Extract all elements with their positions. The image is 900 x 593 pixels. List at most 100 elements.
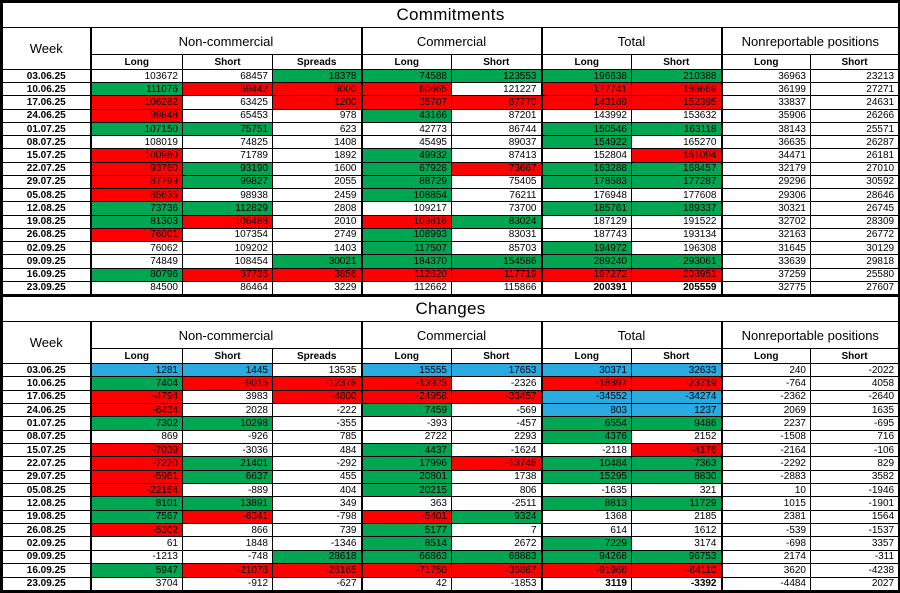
data-cell: 89037: [451, 135, 542, 150]
data-cell: 96753: [631, 549, 722, 565]
column-header: Long: [360, 54, 452, 70]
data-cell: 29306: [720, 188, 811, 203]
data-cell: 74588: [360, 68, 452, 84]
data-cell: 63425: [182, 95, 273, 110]
data-cell: -2640: [809, 389, 900, 405]
data-cell: -1853: [451, 576, 542, 591]
column-header: Long: [540, 348, 632, 364]
data-cell: 117719: [451, 267, 542, 282]
data-cell: 2808: [272, 201, 362, 216]
data-cell: 806: [451, 483, 542, 498]
data-cell: 108993: [360, 227, 452, 243]
commitments-section: Commitments Week Non-commercial Commercial T…: [1, 2, 900, 296]
data-cell: 3983: [182, 389, 273, 405]
data-cell: 23213: [809, 68, 900, 84]
data-cell: 30021: [272, 254, 362, 269]
table-row: 16.09.25 80796 87736 3856 112620 117719 197272…: [2, 267, 900, 282]
data-cell: 10298: [182, 416, 273, 431]
data-cell: 978: [272, 108, 362, 123]
data-cell: 1445: [182, 362, 273, 378]
group-header-commercial: Commercial: [360, 27, 542, 55]
data-cell: 2152: [631, 429, 722, 445]
data-cell: -2362: [720, 389, 811, 405]
data-cell: 10: [720, 483, 811, 498]
group-header-total: Total: [540, 321, 722, 349]
title-row: Commitments: [1, 2, 900, 28]
data-cell: 363: [360, 496, 452, 511]
data-cell: 2672: [451, 536, 542, 551]
data-cell: -3036: [182, 443, 273, 458]
data-cell: 123553: [451, 68, 542, 84]
data-cell: 2027: [809, 576, 900, 591]
data-cell: 32633: [631, 362, 722, 378]
data-cell: 10484: [540, 456, 632, 471]
data-cell: -84110: [631, 563, 722, 578]
data-cell: -2292: [720, 456, 811, 471]
data-cell: 1612: [631, 523, 722, 538]
table-row: 22.07.25 93760 93190 1600 67928 73667 163288 16…: [2, 161, 900, 176]
data-cell: 6637: [182, 469, 273, 485]
data-cell: -26165: [272, 563, 362, 578]
table-row: 12.08.25 73736 112829 2808 109217 73700 185761…: [2, 201, 900, 216]
data-cell: -2118: [540, 443, 632, 458]
data-cell: 152395: [631, 95, 722, 110]
data-cell: 2722: [360, 429, 452, 445]
data-cell: 21401: [182, 456, 273, 471]
data-cell: -18897: [540, 376, 632, 391]
data-cell: -1624: [451, 443, 542, 458]
table-row: 29.07.25 87799 99827 2055 88729 75405 178583 17…: [2, 174, 900, 190]
data-cell: 829: [809, 456, 900, 471]
data-cell: 2237: [720, 416, 811, 431]
data-cell: 205559: [631, 280, 722, 296]
data-cell: 38143: [720, 121, 811, 137]
data-cell: -4484: [720, 576, 811, 591]
table-row: 23.09.25 3704 -912 -627 42 -1853 3119 -3392 -448…: [2, 576, 900, 591]
data-cell: 3357: [809, 536, 900, 551]
data-cell: -13746: [451, 456, 542, 471]
data-cell: 93760: [89, 161, 183, 176]
data-cell: 163288: [540, 161, 632, 176]
data-cell: 76001: [89, 227, 183, 243]
data-cell: -1537: [809, 523, 900, 538]
data-cell: 76211: [451, 188, 542, 203]
data-cell: 785: [272, 429, 362, 445]
week-cell: 19.08.25: [2, 214, 91, 229]
data-cell: 27271: [809, 82, 900, 97]
data-cell: 27010: [809, 161, 900, 176]
data-cell: 7567: [89, 509, 183, 525]
data-cell: 2381: [720, 509, 811, 525]
data-cell: 3174: [631, 536, 722, 551]
week-cell: 23.09.25: [2, 576, 91, 591]
data-cell: 25571: [809, 121, 900, 137]
table-row: 17.06.25 106282 63425 1200 35707 87770 143189 1…: [2, 95, 900, 110]
data-cell: 13891: [182, 496, 273, 511]
data-cell: 86744: [451, 121, 542, 137]
data-cell: 184370: [360, 254, 452, 269]
data-cell: 26181: [809, 148, 900, 163]
data-cell: 76062: [89, 241, 183, 256]
table-row: 24.06.25 -6434 2028 -222 7459 -569 803 1237 2069…: [2, 403, 900, 418]
data-cell: -627: [272, 576, 362, 591]
data-cell: 3119: [540, 576, 632, 591]
data-cell: 1403: [272, 241, 362, 256]
data-cell: 45495: [360, 135, 452, 150]
data-cell: 4437: [360, 443, 452, 458]
data-cell: -91968: [540, 563, 632, 578]
column-header: Short: [182, 348, 273, 364]
column-header: Short: [451, 54, 542, 70]
data-cell: -222: [272, 403, 362, 418]
data-cell: 4376: [540, 429, 632, 445]
column-header: Long: [360, 348, 452, 364]
data-cell: 107150: [89, 121, 183, 137]
data-cell: 18378: [272, 68, 362, 84]
data-cell: 87799: [89, 174, 183, 190]
data-cell: 43166: [360, 108, 452, 123]
data-cell: 1408: [272, 135, 362, 150]
data-cell: 8830: [631, 469, 722, 485]
data-cell: 27607: [809, 280, 900, 296]
week-cell: 15.07.25: [2, 148, 91, 163]
data-cell: -457: [451, 416, 542, 431]
data-cell: 404: [272, 483, 362, 498]
data-cell: 152804: [540, 148, 632, 163]
week-cell: 05.08.25: [2, 188, 91, 203]
